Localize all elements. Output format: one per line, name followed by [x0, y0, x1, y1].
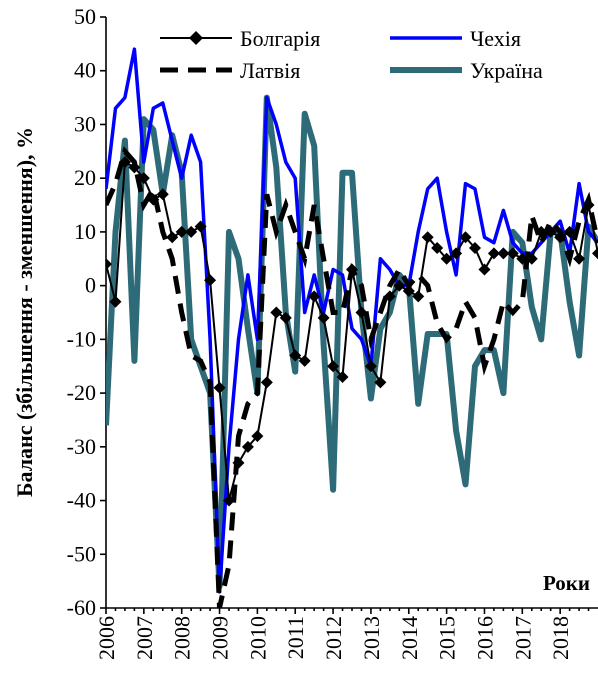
data-point-bulgaria — [175, 225, 188, 238]
data-point-bulgaria — [535, 225, 548, 238]
data-point-bulgaria — [364, 360, 377, 373]
data-point-bulgaria — [478, 263, 491, 276]
data-point-bulgaria — [270, 306, 283, 319]
labels-layer: Баланс (збільшення - зменшення), % Роки — [12, 127, 590, 595]
x-tick-label: 2011 — [283, 616, 308, 659]
data-point-bulgaria — [450, 247, 463, 260]
data-point-bulgaria — [317, 311, 330, 324]
series-line-czechia — [106, 47, 598, 594]
legend-label-czechia: Чехія — [470, 26, 521, 51]
data-point-bulgaria — [412, 290, 425, 303]
x-tick-label: 2008 — [170, 616, 195, 660]
data-point-bulgaria — [128, 161, 141, 174]
legend-background — [155, 22, 587, 90]
y-tick-label: 10 — [74, 219, 96, 244]
x-tick-label: 2018 — [548, 616, 573, 660]
legend-label-bulgaria: Болгарія — [240, 26, 320, 51]
data-point-bulgaria — [544, 225, 557, 238]
data-point-bulgaria — [327, 360, 340, 373]
y-tick-label: 40 — [74, 58, 96, 83]
y-tick-label: 50 — [74, 4, 96, 29]
x-tick-label: 2009 — [208, 616, 233, 660]
data-point-bulgaria — [421, 231, 434, 244]
series-line-latvia — [106, 146, 598, 609]
data-point-bulgaria — [194, 220, 207, 233]
x-tick-label: 2016 — [472, 616, 497, 660]
legend-marker-bulgaria — [189, 31, 203, 45]
y-tick-label: 20 — [74, 165, 96, 190]
data-point-bulgaria — [156, 188, 169, 201]
y-tick-label: -10 — [67, 326, 96, 351]
data-point-bulgaria — [563, 225, 576, 238]
data-point-bulgaria — [232, 456, 245, 469]
data-point-bulgaria — [223, 494, 235, 507]
x-tick-label: 2013 — [359, 616, 384, 660]
data-point-bulgaria — [440, 252, 453, 265]
data-point-bulgaria — [118, 156, 131, 169]
data-point-bulgaria — [506, 247, 519, 260]
series-layer — [106, 47, 598, 609]
y-tick-label: -20 — [67, 380, 96, 405]
data-point-bulgaria — [374, 376, 387, 389]
x-axis-title: Роки — [543, 571, 590, 595]
data-point-bulgaria — [525, 252, 538, 265]
data-point-bulgaria — [487, 247, 500, 260]
data-point-bulgaria — [582, 199, 595, 212]
data-point-bulgaria — [459, 231, 472, 244]
data-point-bulgaria — [213, 381, 226, 394]
data-point-bulgaria — [346, 263, 358, 276]
data-point-bulgaria — [592, 247, 598, 260]
data-point-bulgaria — [251, 430, 264, 443]
data-point-bulgaria — [106, 258, 112, 271]
x-tick-label: 2015 — [435, 616, 460, 660]
data-point-bulgaria — [554, 231, 567, 244]
data-point-bulgaria — [431, 242, 444, 255]
data-point-bulgaria — [289, 349, 302, 362]
series-line-ukraine — [106, 94, 598, 590]
x-tick-label: 2007 — [132, 616, 157, 660]
data-point-bulgaria — [573, 252, 586, 265]
data-point-bulgaria — [185, 225, 198, 238]
data-point-bulgaria — [166, 231, 179, 244]
x-tick-label: 2017 — [510, 616, 535, 660]
data-point-bulgaria — [308, 290, 321, 303]
y-tick-label: -40 — [67, 488, 96, 513]
data-point-bulgaria — [469, 242, 481, 255]
y-tick-label: -60 — [67, 595, 96, 620]
y-axis-label: Баланс (збільшення - зменшення), % — [12, 127, 37, 497]
data-point-bulgaria — [393, 279, 406, 292]
y-tick-label: -30 — [67, 434, 96, 459]
legend-label-latvia: Латвія — [240, 58, 300, 83]
legend-label-ukraine: Україна — [470, 58, 543, 83]
data-point-bulgaria — [336, 370, 349, 383]
y-tick-label: -50 — [67, 541, 96, 566]
x-tick-label: 2010 — [245, 616, 270, 660]
data-point-bulgaria — [204, 274, 217, 287]
data-point-bulgaria — [279, 311, 292, 324]
data-point-bulgaria — [241, 440, 254, 453]
y-tick-label: 30 — [74, 111, 96, 136]
data-point-bulgaria — [402, 285, 415, 298]
x-tick-label: 2012 — [321, 616, 346, 660]
data-point-bulgaria — [109, 295, 122, 308]
y-tick-label: 0 — [85, 273, 96, 298]
x-tick-label: 2006 — [94, 616, 119, 660]
legend: Болгарія Латвія Чехія Україна — [155, 22, 587, 90]
data-point-bulgaria — [383, 290, 396, 303]
data-point-bulgaria — [355, 306, 368, 319]
data-point-bulgaria — [137, 172, 150, 185]
data-point-bulgaria — [497, 247, 510, 260]
data-point-bulgaria — [260, 376, 273, 389]
data-point-bulgaria — [147, 193, 160, 206]
data-point-bulgaria — [516, 252, 529, 265]
x-tick-label: 2014 — [397, 616, 422, 660]
data-point-bulgaria — [298, 354, 311, 367]
